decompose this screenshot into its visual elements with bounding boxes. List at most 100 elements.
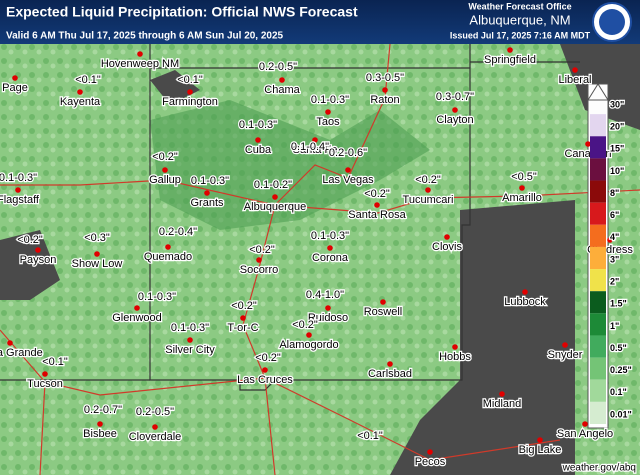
precip-amount: <0.5" <box>511 171 537 183</box>
city-name: Cloverdale <box>129 431 182 443</box>
precip-amount: 0.1-0.3" <box>138 291 176 303</box>
precip-amount: 0.4-1.0" <box>306 289 344 301</box>
city-name: Tucson <box>27 378 63 390</box>
legend-swatch <box>590 180 606 203</box>
highways <box>0 43 640 475</box>
legend-swatch <box>590 158 606 181</box>
city-dot <box>312 137 318 143</box>
city-name: Hobbs <box>439 351 471 363</box>
city-name: Quemado <box>144 251 192 263</box>
precip-amount: <0.2" <box>415 174 441 186</box>
legend-swatch <box>590 202 606 225</box>
city-name: Alamogordo <box>279 339 338 351</box>
city-dot <box>325 305 331 311</box>
valid-period: Valid 6 AM Thu Jul 17, 2025 through 6 AM… <box>6 31 284 42</box>
header-bar <box>0 0 640 44</box>
city-dot <box>12 75 18 81</box>
legend-label: 0.1" <box>610 387 627 397</box>
precip-amount: <0.2" <box>231 300 257 312</box>
city-name: Hovenweep NM <box>101 58 179 70</box>
city-dot <box>165 244 171 250</box>
precip-amount: 0.1-0.2" <box>254 179 292 191</box>
precip-heavier <box>150 100 430 230</box>
legend-label: 8" <box>610 188 619 198</box>
city-dot <box>255 137 261 143</box>
city-name: Ruidoso <box>308 312 348 324</box>
city-dot <box>162 167 168 173</box>
precip-amount: 0.2-0.4" <box>159 226 197 238</box>
office-name: Albuquerque, NM <box>469 12 570 27</box>
precip-amount: <0.2" <box>249 244 275 256</box>
precip-amount: 0.2-0.5" <box>136 406 174 418</box>
city-dot <box>585 141 591 147</box>
city-name: Raton <box>370 94 399 106</box>
legend-label: 15" <box>610 144 624 154</box>
legend-swatch <box>590 136 606 159</box>
precip-amount: 0.1-0.3" <box>239 119 277 131</box>
city-name: Socorro <box>240 264 279 276</box>
city-name: Kayenta <box>60 96 101 108</box>
city-name: Pecos <box>415 456 446 468</box>
precip-amount: <0.1" <box>357 430 383 442</box>
city-dot <box>537 437 543 443</box>
city-name: Corona <box>312 252 349 264</box>
city-dot <box>94 251 100 257</box>
city-dot <box>452 344 458 350</box>
city-dot <box>427 449 433 455</box>
legend-swatch <box>590 246 606 270</box>
city-name: Farmington <box>162 96 218 108</box>
legend-swatch <box>590 224 606 247</box>
precip-amount: 0.3-0.5" <box>366 72 404 84</box>
city-name: Taos <box>316 116 340 128</box>
city-name: Flagstaff <box>0 194 40 206</box>
city-dot <box>97 421 103 427</box>
city-name: Amarillo <box>502 192 542 204</box>
precip-amount: 0.1-0.4" <box>291 141 329 153</box>
city-dot <box>452 107 458 113</box>
city-name: Chama <box>264 84 300 96</box>
precip-amount: 0.3-0.7" <box>436 91 474 103</box>
city-dot <box>327 245 333 251</box>
city-name: Clovis <box>432 241 462 253</box>
city-name: Gallup <box>149 174 181 186</box>
precip-amount: 0.2-0.7" <box>84 404 122 416</box>
city-dot <box>35 247 41 253</box>
precip-amount: 0.1-0.3" <box>0 172 37 184</box>
city-name: Albuquerque <box>244 201 306 213</box>
city-dot <box>582 421 588 427</box>
precip-amount: <0.3" <box>84 232 110 244</box>
city-dot <box>499 391 505 397</box>
legend-swatch <box>590 291 606 314</box>
city-dot <box>444 234 450 240</box>
legend-label: 4" <box>610 232 619 242</box>
precip-amount: <0.2" <box>17 234 43 246</box>
city-name: T-or-C <box>227 322 258 334</box>
precip-amount: 0.1-0.3" <box>311 230 349 242</box>
legend-label: 1.5" <box>610 299 627 309</box>
city-dot <box>507 47 513 53</box>
legend-label: 20" <box>610 122 624 132</box>
legend-label: 6" <box>610 210 619 220</box>
city-dot <box>15 187 21 193</box>
city-dot <box>42 371 48 377</box>
city-dot <box>240 315 246 321</box>
legend-label: 0.5" <box>610 343 627 353</box>
city-name: Springfield <box>484 54 536 66</box>
precip-amount: <0.2" <box>292 319 318 331</box>
nm-border <box>149 44 471 391</box>
city-dot <box>425 187 431 193</box>
precip-amount: 0.1-0.3" <box>171 322 209 334</box>
office-label: Weather Forecast Office <box>468 1 571 11</box>
city-dot <box>382 87 388 93</box>
city-dot <box>77 89 83 95</box>
city-name: Las Cruces <box>237 374 293 386</box>
city-dot <box>137 51 143 57</box>
city-name: Glenwood <box>112 312 162 324</box>
city-name: Grants <box>190 197 224 209</box>
city-dot <box>152 424 158 430</box>
title: Expected Liquid Precipitation: Official … <box>6 4 358 20</box>
nws-logo-inner <box>599 9 625 35</box>
legend-swatch <box>590 401 606 424</box>
city-name: Lubbock <box>504 296 546 308</box>
